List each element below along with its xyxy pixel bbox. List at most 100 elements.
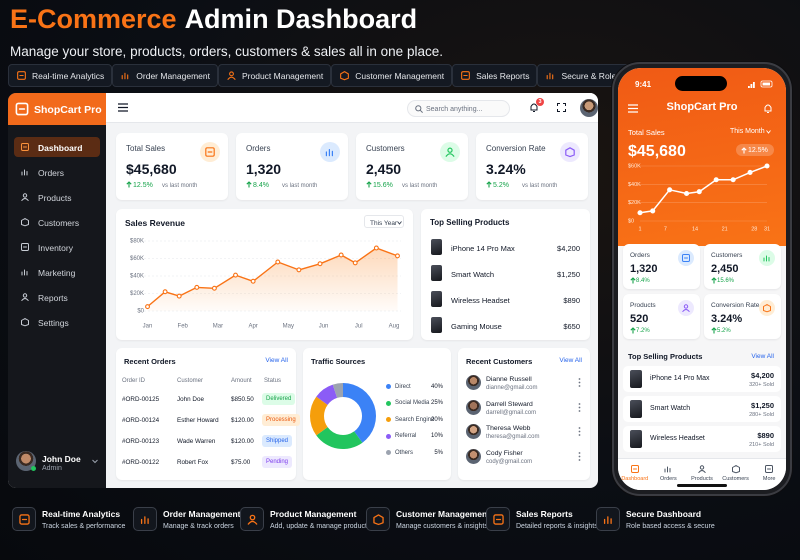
feature-tab-label: Order Management	[136, 70, 210, 81]
icon	[121, 72, 129, 80]
search-box[interactable]: Search anything...	[407, 100, 510, 117]
icon-shape	[699, 465, 705, 470]
nav-item[interactable]: Dashboard	[14, 137, 100, 157]
tab-item[interactable]: More	[753, 459, 785, 490]
data-point	[275, 259, 281, 265]
y-tick-label: $20K	[628, 200, 641, 206]
product-row[interactable]: Wireless Headset $890	[421, 289, 590, 309]
feature-tab[interactable]: Sales Reports	[452, 64, 538, 87]
mobile-product-row[interactable]: Wireless Headset $890 210+ Sold	[623, 426, 781, 452]
tab-item[interactable]: Orders	[652, 459, 684, 490]
view-all-link[interactable]: View All	[751, 353, 774, 360]
data-point	[296, 267, 302, 273]
icon-shape	[229, 71, 234, 77]
view-all-link[interactable]: View All	[559, 357, 582, 364]
feature-desc: Manage & track orders	[163, 523, 234, 530]
card-title: Top Selling Products	[430, 218, 510, 227]
nav-label[interactable]: Reports	[38, 293, 68, 303]
nav-item[interactable]: Products	[14, 187, 100, 207]
data-point	[764, 163, 770, 169]
feature-tab-label: Customer Management	[355, 70, 445, 81]
donut-slice	[343, 383, 376, 443]
stat-card: Total Sales $45,680 12.5% vs last month	[116, 133, 228, 200]
nav-item[interactable]: Reports	[14, 287, 100, 307]
feature-tab[interactable]: Order Management	[112, 64, 218, 87]
tab-item[interactable]: Dashboard	[619, 459, 651, 490]
tab-label[interactable]: More	[762, 476, 776, 482]
icon-shape	[373, 514, 384, 526]
feature-desc: Track sales & performance	[42, 523, 126, 530]
nav-label[interactable]: Settings	[38, 318, 69, 328]
nav-item[interactable]: Customers	[14, 212, 100, 232]
icon-shape	[731, 465, 740, 474]
product-row[interactable]: Gaming Mouse $650	[421, 315, 590, 335]
customer-name: Darrell Steward	[486, 400, 533, 408]
mobile-stat-card: Customers 2,450 15.6%	[704, 244, 781, 289]
x-tick-label: Aug	[389, 324, 400, 330]
avatar	[580, 99, 598, 117]
icon	[340, 71, 350, 81]
product-name: Wireless Headset	[650, 435, 705, 442]
nav-item[interactable]: Orders	[14, 162, 100, 182]
data-point	[233, 272, 238, 278]
icon-shape	[21, 169, 28, 176]
tab-item[interactable]: Customers	[720, 459, 752, 490]
trend-arrow	[126, 181, 132, 188]
tab-label[interactable]: Products	[691, 476, 713, 482]
feature-tab[interactable]: Real-time Analytics	[8, 64, 113, 87]
icon-shape	[447, 147, 453, 153]
product-row[interactable]: Smart Watch $1,250	[421, 263, 590, 283]
desktop-panel: ShopCart Pro Dashboard Orders Products Custo…	[8, 93, 598, 488]
stat-change: 8.4%	[636, 278, 650, 284]
stat-icon	[560, 142, 580, 162]
trend-arrow	[630, 277, 636, 284]
nav-label[interactable]: Dashboard	[38, 143, 83, 153]
phone-screen: 9:41 ShopCart Pro Total Sales This Month $45…	[618, 68, 786, 490]
nav-item[interactable]: Marketing	[14, 262, 100, 282]
period-label[interactable]: This Month	[730, 128, 765, 135]
tab-label[interactable]: Customers	[722, 476, 749, 482]
icon	[763, 255, 770, 262]
nav-item[interactable]: Inventory	[14, 237, 100, 257]
period-select[interactable]: This Year	[364, 215, 404, 228]
data-point	[696, 189, 702, 195]
y-tick-label: $20K	[130, 291, 144, 297]
icon-shape	[664, 466, 671, 473]
tab-label[interactable]: Orders	[659, 476, 677, 482]
mobile-product-row[interactable]: iPhone 14 Pro Max $4,200 320+ Sold	[623, 366, 781, 392]
data-point	[250, 278, 256, 284]
icon	[630, 465, 639, 473]
stat-note: vs last month	[522, 182, 558, 189]
trend-arrow	[630, 327, 636, 334]
stat-change: 12.5%	[133, 182, 153, 189]
product-row[interactable]: iPhone 14 Pro Max $4,200	[421, 237, 590, 257]
nav-label[interactable]: Orders	[38, 168, 64, 178]
icon-shape	[682, 309, 690, 312]
mobile-product-row[interactable]: Smart Watch $1,250 280+ Sold	[623, 396, 781, 422]
feature-tab[interactable]: Product Management	[217, 64, 332, 87]
icon-shape	[763, 255, 770, 262]
icon	[21, 269, 28, 276]
nav-item[interactable]: Settings	[14, 312, 100, 332]
icon	[19, 514, 30, 525]
user-menu[interactable]: John Doe Admin	[14, 448, 100, 476]
dot	[578, 381, 581, 384]
trend-arrow	[366, 181, 372, 188]
trend-arrow	[486, 181, 492, 188]
feature-tabs: Real-time Analytics Order Management Produ…	[8, 64, 651, 87]
nav-label[interactable]: Customers	[38, 218, 80, 228]
nav-label[interactable]: Marketing	[38, 268, 76, 278]
tab-item[interactable]: Products	[686, 459, 718, 490]
dot	[578, 378, 581, 380]
product-price: $1,250	[557, 269, 580, 279]
nav-label[interactable]: Products	[38, 193, 72, 203]
nav-label[interactable]: Inventory	[38, 243, 73, 253]
tab-label[interactable]: Dashboard	[621, 476, 649, 482]
feature-tab[interactable]: Customer Management	[331, 64, 453, 87]
column-header: Order ID	[122, 378, 146, 384]
view-all-link[interactable]: View All	[265, 357, 288, 364]
customer-name: Dianne Russell	[486, 376, 532, 383]
icon-shape	[227, 76, 236, 80]
y-tick-label: $40K	[628, 182, 641, 188]
stat-label: Conversion Rate	[711, 302, 760, 309]
